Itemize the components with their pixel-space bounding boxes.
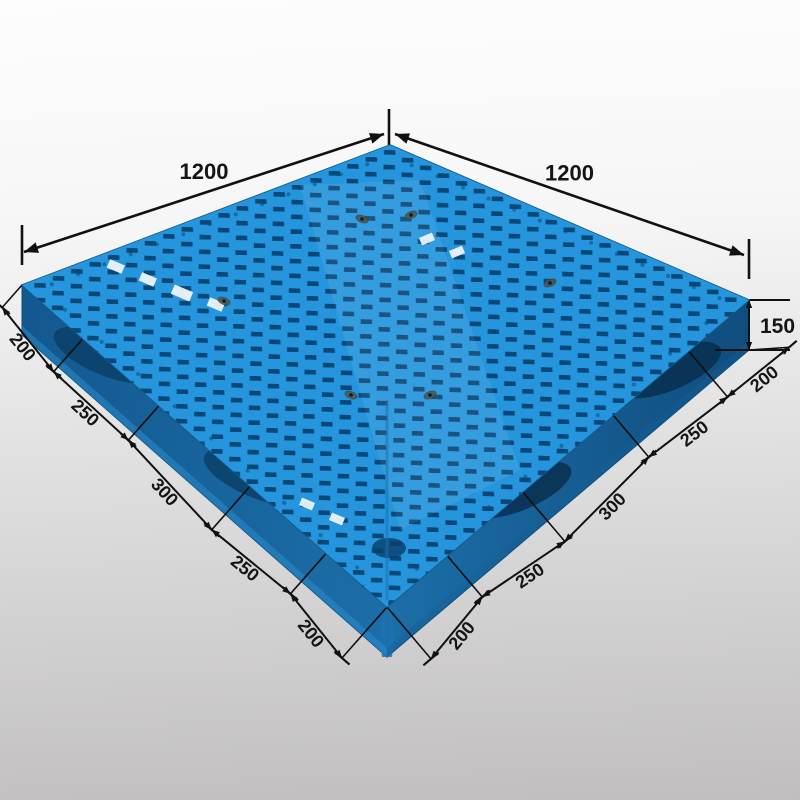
- svg-text:250: 250: [227, 551, 263, 585]
- svg-text:300: 300: [595, 489, 630, 524]
- svg-text:200: 200: [746, 362, 782, 396]
- svg-text:1200: 1200: [180, 159, 229, 184]
- svg-text:250: 250: [676, 417, 712, 451]
- svg-text:200: 200: [294, 615, 328, 651]
- svg-text:250: 250: [512, 559, 548, 592]
- svg-text:300: 300: [147, 474, 182, 510]
- svg-text:1200: 1200: [545, 161, 594, 186]
- svg-text:150: 150: [760, 315, 795, 338]
- svg-text:200: 200: [444, 618, 479, 654]
